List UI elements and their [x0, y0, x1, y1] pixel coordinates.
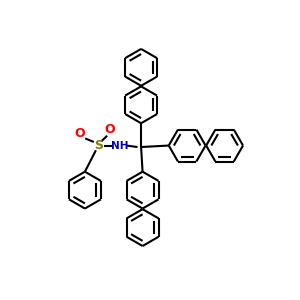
Text: NH: NH [111, 140, 128, 151]
Text: O: O [104, 123, 115, 136]
Text: O: O [74, 127, 85, 140]
Text: S: S [94, 139, 103, 152]
